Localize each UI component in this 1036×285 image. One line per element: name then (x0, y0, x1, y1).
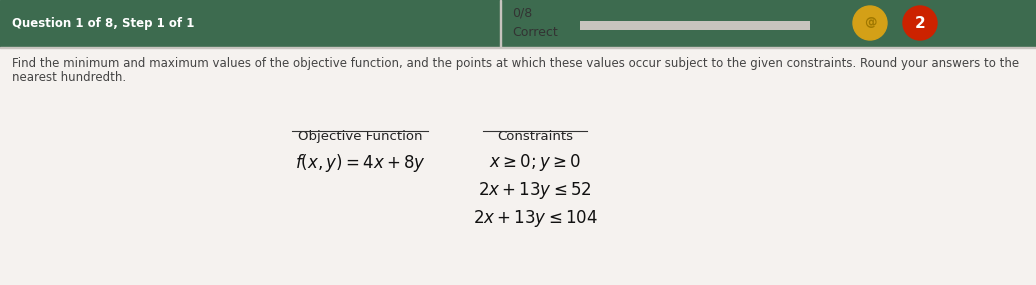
Text: Question 1 of 8, Step 1 of 1: Question 1 of 8, Step 1 of 1 (12, 17, 195, 30)
Text: $f(x, y) = 4x + 8y$: $f(x, y) = 4x + 8y$ (294, 152, 426, 174)
Text: $2x + 13y \leq 52$: $2x + 13y \leq 52$ (478, 180, 592, 201)
Bar (0, 0, 1036, 47)
Text: 0/8: 0/8 (512, 7, 533, 19)
Text: nearest hundredth.: nearest hundredth. (12, 71, 126, 84)
Text: Correct: Correct (512, 25, 557, 38)
Bar (580, 21, 810, 30)
Circle shape (903, 6, 937, 40)
Text: Objective Function: Objective Function (297, 130, 423, 143)
Text: $2x + 13y \leq 104$: $2x + 13y \leq 104$ (472, 208, 598, 229)
Text: 2: 2 (915, 15, 925, 30)
Text: Find the minimum and maximum values of the objective function, and the points at: Find the minimum and maximum values of t… (12, 57, 1019, 70)
Text: $x \geq 0; y \geq 0$: $x \geq 0; y \geq 0$ (489, 152, 581, 173)
Text: @: @ (864, 17, 876, 30)
Bar (0, 47, 1036, 48)
Text: Constraints: Constraints (497, 130, 573, 143)
Circle shape (853, 6, 887, 40)
